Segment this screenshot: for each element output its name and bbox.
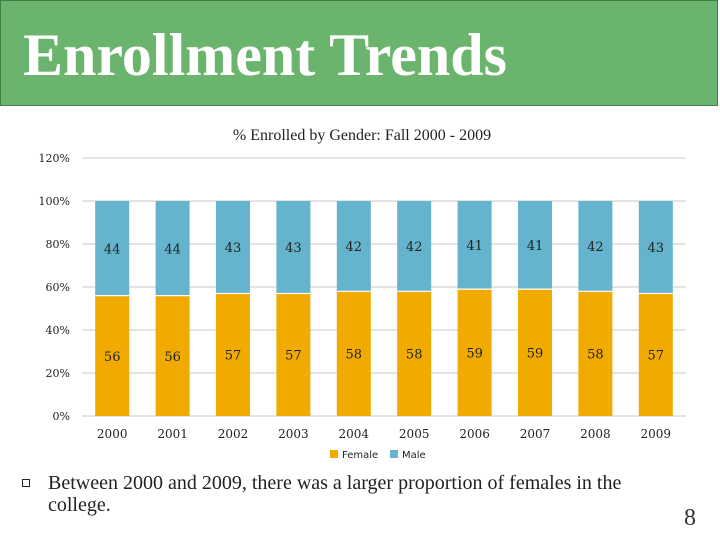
- x-tick-label: 2003: [278, 427, 309, 441]
- y-tick-label: 120%: [39, 152, 70, 165]
- bullet-point: Between 2000 and 2009, there was a large…: [22, 472, 662, 516]
- bar-female: [95, 295, 130, 416]
- legend-swatch: [330, 450, 338, 458]
- data-label-female: 57: [225, 349, 242, 364]
- data-label-female: 59: [466, 347, 483, 362]
- bar-female: [578, 291, 613, 416]
- y-tick-label: 100%: [39, 195, 70, 208]
- bar-female: [216, 293, 250, 416]
- slide-title: Enrollment Trends: [23, 22, 507, 88]
- data-label-female: 56: [164, 350, 181, 365]
- legend-label: Male: [402, 450, 426, 461]
- y-tick-label: 60%: [46, 281, 70, 294]
- x-tick-label: 2005: [399, 427, 430, 441]
- bar-male: [638, 201, 673, 294]
- bullet-square-icon: [22, 479, 30, 487]
- slide-number: 8: [684, 505, 696, 531]
- bar-female: [155, 295, 190, 416]
- data-label-female: 58: [346, 348, 363, 363]
- bar-female: [457, 289, 492, 416]
- data-label-male: 41: [466, 239, 483, 254]
- bar-male: [397, 201, 432, 292]
- x-tick-label: 2006: [459, 427, 490, 441]
- bar-male: [95, 201, 130, 296]
- data-label-female: 58: [406, 348, 423, 363]
- data-label-male: 41: [527, 239, 544, 254]
- data-label-female: 56: [104, 350, 121, 365]
- bar-male: [578, 201, 613, 292]
- x-tick-label: 2007: [520, 427, 551, 441]
- bar-male: [518, 201, 552, 290]
- data-label-male: 43: [285, 241, 302, 256]
- chart-title: % Enrolled by Gender: Fall 2000 - 2009: [233, 127, 491, 144]
- bar-male: [336, 201, 371, 292]
- bar-male: [457, 201, 492, 290]
- y-tick-label: 40%: [46, 324, 70, 337]
- bar-female: [336, 291, 371, 416]
- data-label-female: 58: [587, 348, 604, 363]
- x-tick-label: 2008: [580, 427, 611, 441]
- bar-female: [397, 291, 432, 416]
- bar-female: [518, 289, 552, 416]
- data-label-male: 43: [225, 241, 242, 256]
- x-tick-label: 2001: [157, 427, 188, 441]
- data-label-female: 57: [648, 349, 665, 364]
- x-tick-label: 2002: [218, 427, 249, 441]
- data-label-male: 43: [648, 241, 665, 256]
- data-label-male: 44: [104, 242, 121, 257]
- stacked-bar-chart: % Enrolled by Gender: Fall 2000 - 2009 0%…: [39, 127, 686, 461]
- data-label-male: 44: [164, 242, 181, 257]
- bar-male: [216, 201, 250, 294]
- bar-male: [155, 201, 190, 296]
- data-label-female: 57: [285, 349, 302, 364]
- x-tick-label: 2000: [97, 427, 128, 441]
- x-tick-label: 2004: [339, 427, 370, 441]
- legend-label: Female: [342, 450, 378, 461]
- data-label-male: 42: [346, 240, 363, 255]
- data-label-male: 42: [587, 240, 604, 255]
- y-tick-label: 80%: [46, 238, 70, 251]
- y-tick-label: 0%: [53, 410, 70, 423]
- title-bar: Enrollment Trends: [0, 0, 718, 106]
- data-label-female: 59: [527, 347, 544, 362]
- data-label-male: 42: [406, 240, 423, 255]
- bar-female: [276, 293, 311, 416]
- bullet-text: Between 2000 and 2009, there was a large…: [48, 472, 622, 516]
- y-tick-label: 20%: [46, 367, 70, 380]
- legend-swatch: [390, 450, 398, 458]
- bar-female: [638, 293, 673, 416]
- x-tick-label: 2009: [641, 427, 672, 441]
- bar-male: [276, 201, 311, 294]
